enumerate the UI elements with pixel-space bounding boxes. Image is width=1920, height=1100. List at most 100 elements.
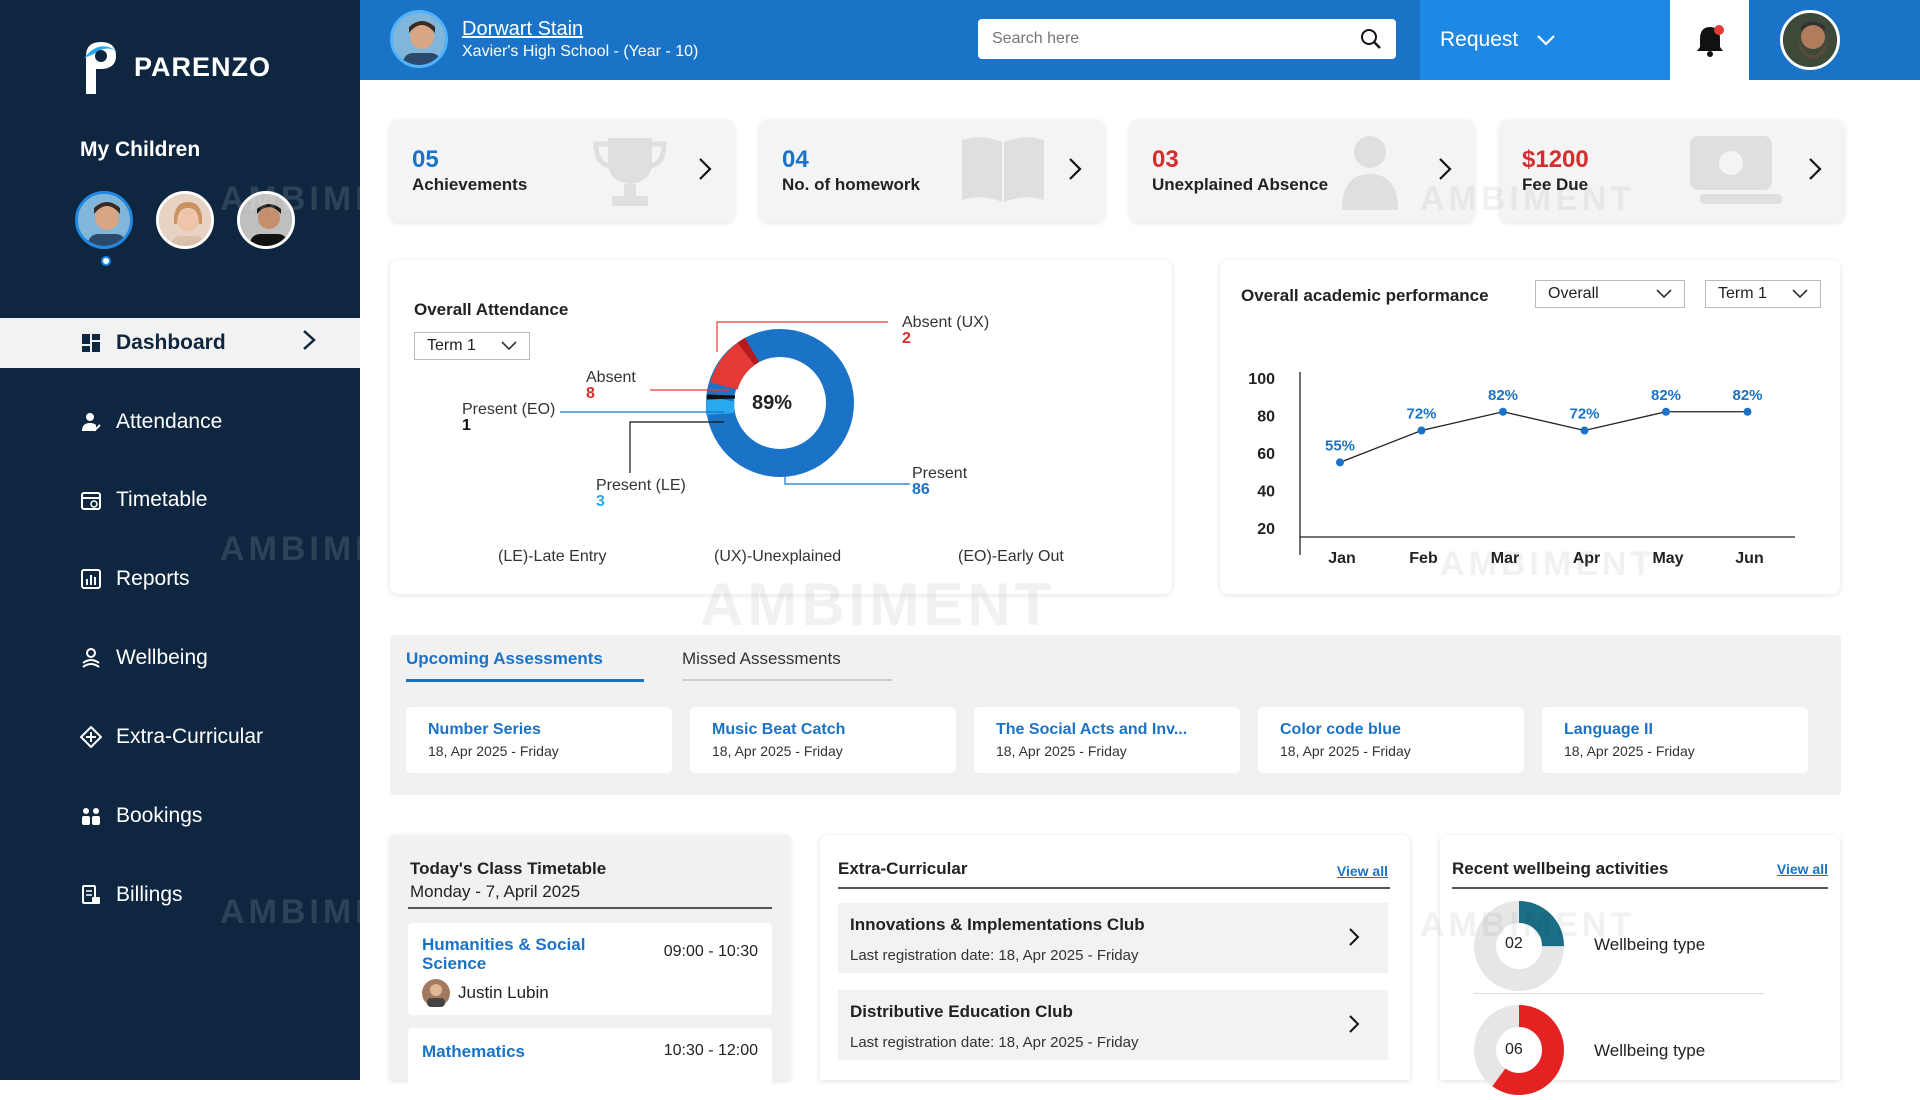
parenzo-logo-icon — [80, 38, 122, 96]
children-switcher — [75, 191, 295, 249]
child-avatar-1[interactable] — [75, 191, 133, 249]
legend-unexplained: (UX)-Unexplained — [714, 548, 841, 566]
club-registration-date: Last registration date: 18, Apr 2025 - F… — [850, 947, 1376, 964]
attendance-icon — [80, 411, 102, 433]
money-icon — [1688, 134, 1784, 211]
chevron-down-icon — [1536, 34, 1556, 46]
class-subject: Humanities & Social Science — [422, 935, 612, 973]
stat-card-homework[interactable]: 04 No. of homework — [760, 120, 1104, 222]
club-name: Innovations & Implementations Club — [850, 915, 1376, 935]
brand-logo[interactable]: PARENZO — [80, 38, 271, 96]
extracurricular-card: Extra-Curricular View all Innovations & … — [820, 835, 1410, 1080]
stat-value: 03 — [1152, 146, 1179, 174]
student-name[interactable]: Dorwart Stain — [462, 18, 698, 41]
attendance-center-value: 89% — [752, 392, 792, 415]
student-info[interactable]: Dorwart Stain Xavier's High School - (Ye… — [390, 10, 698, 68]
chevron-right-icon — [1068, 157, 1082, 186]
sidebar-item-bookings[interactable]: Bookings — [0, 791, 360, 841]
sidebar-item-label: Wellbeing — [116, 646, 208, 670]
class-subject: Mathematics — [422, 1042, 525, 1062]
class-item[interactable]: Mathematics 10:30 - 12:00 — [408, 1028, 772, 1088]
wellbeing-item[interactable]: 02 Wellbeing type — [1474, 899, 1764, 994]
class-teacher: Justin Lubin — [422, 979, 549, 1007]
chevron-right-icon — [302, 329, 316, 357]
wellbeing-count: 02 — [1505, 935, 1523, 953]
stat-label: Unexplained Absence — [1152, 175, 1328, 195]
student-school: Xavier's High School - (Year - 10) — [462, 43, 698, 61]
data-label: 82% — [1488, 387, 1518, 404]
sidebar-item-attendance[interactable]: Attendance — [0, 397, 360, 447]
wellbeing-title: Recent wellbeing activities — [1452, 859, 1668, 879]
assessment-title: Music Beat Catch — [712, 721, 934, 739]
child-avatar-3[interactable] — [237, 191, 295, 249]
assessment-date: 18, Apr 2025 - Friday — [1564, 743, 1786, 759]
trophy-icon — [590, 134, 670, 215]
stat-label: Achievements — [412, 175, 527, 195]
academic-performance-card: Overall academic performance Overall Ter… — [1220, 260, 1840, 594]
wellbeing-item[interactable]: 06 Wellbeing type — [1474, 1005, 1764, 1100]
sidebar-item-label: Dashboard — [116, 331, 226, 355]
wellbeing-label: Wellbeing type — [1594, 935, 1705, 955]
reports-icon — [80, 568, 102, 590]
performance-line-chart: 1008060402055%Jan72%Feb82%Mar72%Apr82%Ma… — [1220, 260, 1840, 594]
chevron-right-icon — [1808, 157, 1822, 186]
sidebar-item-reports[interactable]: Reports — [0, 554, 360, 604]
x-tick-label: Apr — [1573, 550, 1601, 567]
extracurricular-title: Extra-Curricular — [838, 859, 967, 879]
bookings-icon — [80, 805, 102, 827]
sidebar-item-extra-curricular[interactable]: Extra-Curricular — [0, 712, 360, 762]
my-children-heading: My Children — [80, 138, 200, 162]
data-point — [1581, 427, 1589, 435]
chevron-right-icon — [1348, 1014, 1360, 1039]
club-item[interactable]: Distributive Education Club Last registr… — [838, 990, 1388, 1060]
sidebar-item-wellbeing[interactable]: Wellbeing — [0, 633, 360, 683]
wellbeing-view-all-link[interactable]: View all — [1777, 861, 1828, 877]
assessment-date: 18, Apr 2025 - Friday — [996, 743, 1218, 759]
y-tick-label: 60 — [1257, 446, 1275, 463]
x-tick-label: Jun — [1735, 550, 1763, 567]
chevron-right-icon — [1348, 927, 1360, 952]
stat-card-unexplained-absence[interactable]: 03 Unexplained Absence — [1130, 120, 1474, 222]
search-icon[interactable] — [1360, 28, 1382, 50]
child-avatar-2[interactable] — [156, 191, 214, 249]
sidebar-item-dashboard[interactable]: Dashboard — [0, 318, 360, 368]
sidebar-item-billings[interactable]: Billings — [0, 870, 360, 920]
y-tick-label: 100 — [1248, 371, 1275, 388]
y-tick-label: 20 — [1257, 521, 1275, 538]
sidebar-item-label: Billings — [116, 883, 183, 907]
tab-upcoming-assessments[interactable]: Upcoming Assessments — [406, 649, 644, 682]
class-item[interactable]: Humanities & Social Science 09:00 - 10:3… — [408, 923, 772, 1015]
search-input[interactable] — [992, 30, 1332, 48]
billings-icon — [80, 884, 102, 906]
stat-card-fee-due[interactable]: $1200 Fee Due — [1500, 120, 1844, 222]
user-avatar[interactable] — [1780, 10, 1840, 70]
club-name: Distributive Education Club — [850, 1002, 1376, 1022]
request-label: Request — [1440, 28, 1518, 52]
timetable-date: Monday - 7, April 2025 — [410, 882, 580, 902]
extracurricular-view-all-link[interactable]: View all — [1337, 863, 1388, 879]
assessment-card[interactable]: The Social Acts and Inv...18, Apr 2025 -… — [974, 707, 1240, 773]
donut-unexplained-segment — [746, 350, 752, 354]
sidebar-item-label: Extra-Curricular — [116, 725, 263, 749]
request-dropdown[interactable]: Request — [1420, 0, 1670, 80]
search-box[interactable] — [978, 19, 1396, 59]
club-item[interactable]: Innovations & Implementations Club Last … — [838, 903, 1388, 973]
x-tick-label: Jan — [1328, 550, 1356, 567]
stat-label: No. of homework — [782, 175, 920, 195]
stat-card-achievements[interactable]: 05 Achievements — [390, 120, 734, 222]
data-point — [1744, 408, 1752, 416]
y-tick-label: 40 — [1257, 484, 1275, 501]
sidebar-item-timetable[interactable]: Timetable — [0, 475, 360, 525]
selected-child-indicator — [101, 256, 111, 266]
wellbeing-count: 06 — [1505, 1041, 1523, 1059]
notifications-button[interactable] — [1670, 0, 1749, 80]
donut-absent-segment — [724, 354, 746, 386]
stat-value: $1200 — [1522, 146, 1589, 174]
chevron-right-icon — [698, 157, 712, 186]
tab-missed-assessments[interactable]: Missed Assessments — [682, 649, 892, 681]
